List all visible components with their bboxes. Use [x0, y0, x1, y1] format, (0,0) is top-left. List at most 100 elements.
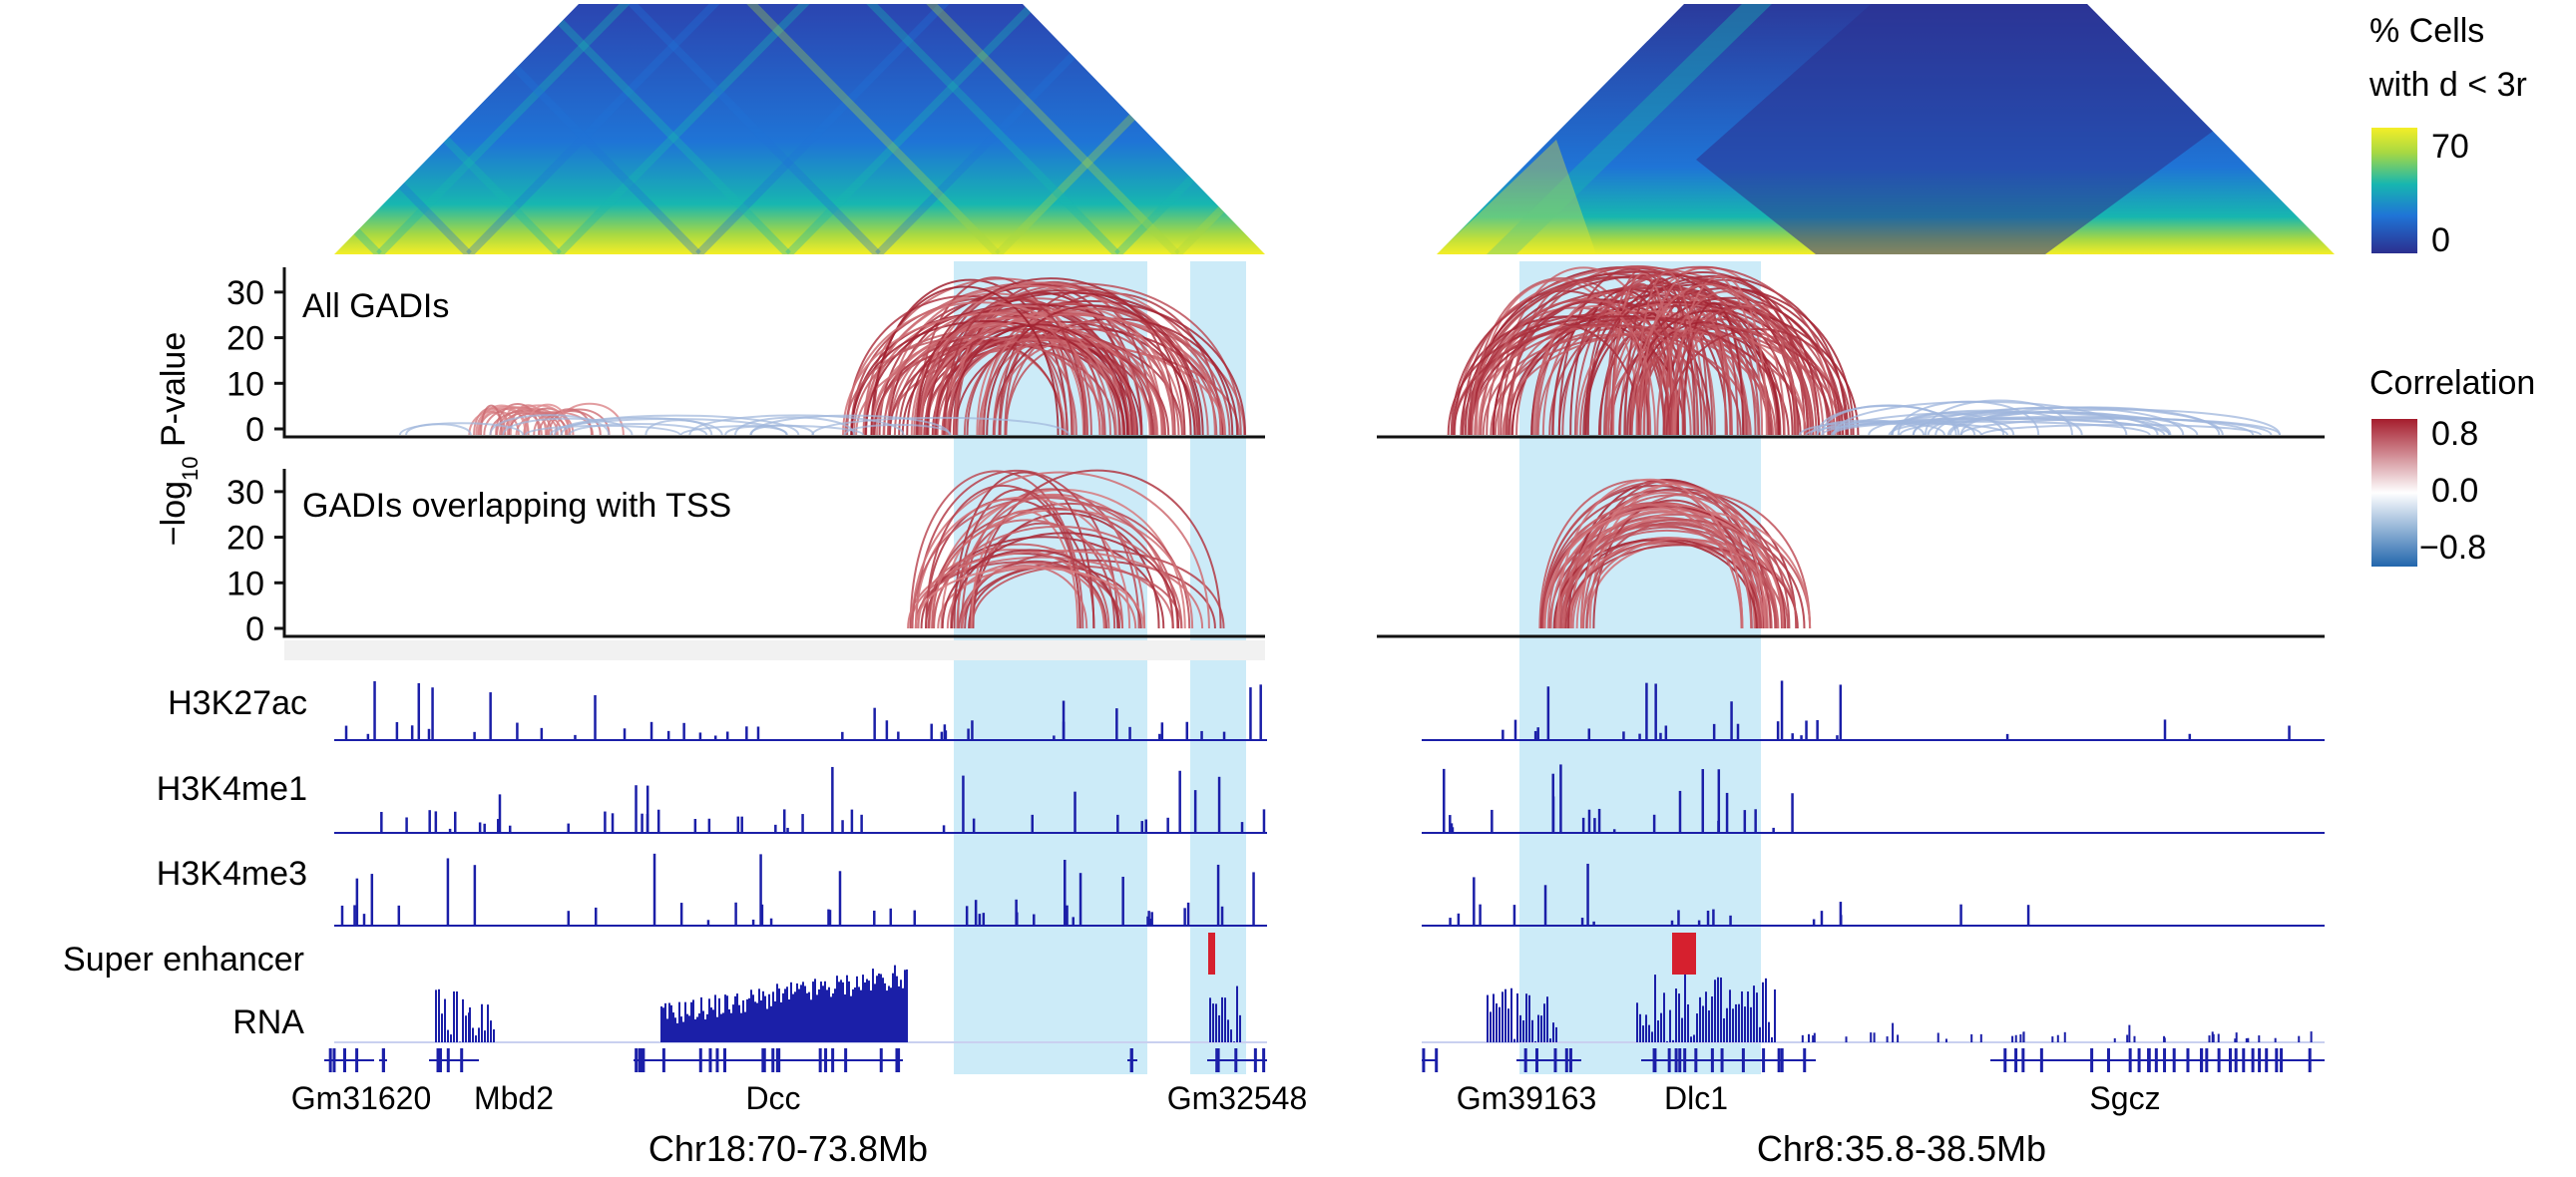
interaction-arc: [926, 289, 1192, 436]
signal-peak: [1073, 791, 1076, 833]
gene-models: [324, 1048, 2325, 1072]
rna-signal: [1738, 1003, 1740, 1042]
rna-signal: [1750, 1006, 1752, 1042]
signal-peak: [1820, 911, 1824, 926]
rna-signal: [848, 981, 850, 1042]
heatmap-legend-min: 0: [2431, 221, 2450, 259]
rna-signal: [2298, 1035, 2301, 1042]
rna-signal: [1768, 1021, 1770, 1042]
rna-signal: [734, 995, 736, 1042]
rna-signal: [786, 986, 788, 1042]
exon: [879, 1048, 883, 1072]
signal-peak: [1677, 910, 1680, 926]
signal-peak: [428, 810, 431, 833]
interaction-arc: [1635, 271, 1699, 436]
interaction-arc: [947, 338, 1077, 436]
interaction-arc: [1810, 419, 1926, 436]
interaction-arc: [1532, 305, 1657, 436]
interaction-arc: [398, 422, 525, 436]
rna-signal: [1774, 988, 1776, 1042]
interaction-arc: [953, 471, 1095, 629]
rna-signal: [1513, 1038, 1515, 1042]
signal-peak: [1166, 817, 1169, 833]
rna-signal: [824, 981, 826, 1042]
signal-peak: [1072, 917, 1075, 926]
interaction-arc: [911, 497, 1179, 629]
signal-peak: [1222, 731, 1226, 740]
rna-signal: [888, 985, 890, 1042]
interaction-arc: [1482, 333, 1752, 436]
exon: [715, 1048, 719, 1072]
interaction-arc: [1559, 526, 1778, 629]
signal-peak: [1654, 683, 1657, 740]
exon: [1534, 1048, 1538, 1072]
rna-signal: [1681, 1017, 1683, 1042]
signal-peak: [2288, 725, 2291, 740]
interaction-arc: [1673, 304, 1835, 436]
exon: [1435, 1048, 1439, 1072]
exon: [2090, 1048, 2094, 1072]
signal-peak: [1033, 914, 1036, 926]
rna-signal: [668, 1002, 670, 1042]
super-enhancers: [1208, 933, 1696, 975]
signal-peak: [1449, 918, 1452, 926]
interaction-arc: [525, 403, 571, 436]
rna-signal: [868, 981, 870, 1042]
y-axis-title: −log10 P-value: [155, 332, 203, 546]
interaction-arc: [1479, 309, 1807, 436]
interaction-arc: [1493, 298, 1712, 436]
signal-peak: [355, 878, 359, 926]
interaction-arc: [688, 414, 905, 436]
signal-peak: [850, 809, 854, 833]
signal-peak: [1220, 906, 1224, 926]
interaction-arc: [1474, 306, 1678, 436]
rna-signal: [1812, 1035, 1815, 1042]
rna-signal: [872, 969, 874, 1042]
signal-peak: [1200, 730, 1203, 740]
gene-label-gm31620: Gm31620: [291, 1080, 432, 1116]
interaction-arc: [843, 423, 952, 436]
rna-signal: [724, 994, 726, 1042]
rna-signal: [870, 990, 872, 1042]
rna-signal: [728, 1008, 730, 1042]
signal-peak: [405, 817, 408, 833]
interaction-arc: [915, 277, 1186, 436]
exon: [2106, 1048, 2110, 1072]
interaction-arc: [1656, 290, 1798, 436]
gene-label-dlc1: Dlc1: [1664, 1080, 1728, 1116]
exon: [1129, 1048, 1133, 1072]
exon: [332, 1048, 336, 1072]
rna-signal: [1496, 1003, 1498, 1042]
interaction-arc: [1568, 510, 1756, 629]
exon: [1674, 1048, 1678, 1072]
rna-signal: [874, 983, 876, 1042]
signal-peak: [943, 724, 947, 740]
signal-peak: [736, 816, 740, 833]
rna-signal: [2133, 1035, 2136, 1042]
rna-signal: [1720, 978, 1722, 1042]
interaction-arc: [1612, 272, 1675, 436]
y-tick-label: 20: [226, 320, 264, 358]
rna-signal: [800, 984, 802, 1042]
rna-signal: [1215, 1003, 1217, 1042]
exon: [1215, 1048, 1219, 1072]
interaction-arc: [1821, 404, 1957, 436]
signal-peak: [1780, 680, 1784, 740]
rna-signal: [1675, 988, 1677, 1042]
signal-peak: [706, 920, 710, 926]
rna-signal: [1765, 978, 1767, 1042]
interaction-arc: [1548, 295, 1840, 436]
rna-signal: [1233, 1041, 1235, 1042]
signal-peak: [827, 909, 830, 926]
rna-signal: [860, 989, 862, 1042]
rna-signal: [465, 1015, 467, 1042]
signal-peak: [873, 707, 876, 740]
rna-signal: [718, 997, 720, 1042]
interaction-arc: [1490, 332, 1807, 436]
rna-signal: [1717, 977, 1719, 1042]
heatmap-legend-title-2: with d < 3r: [2368, 66, 2527, 104]
rna-signal: [850, 995, 852, 1042]
exon: [2014, 1048, 2018, 1072]
rna-signal: [484, 1030, 486, 1042]
